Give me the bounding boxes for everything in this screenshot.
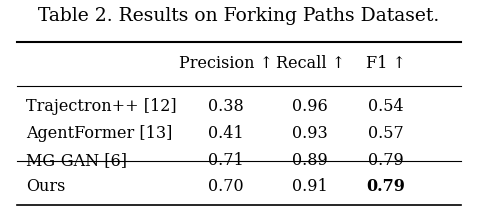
Text: 0.71: 0.71: [208, 152, 244, 169]
Text: F1 ↑: F1 ↑: [366, 55, 406, 72]
Text: 0.93: 0.93: [292, 125, 328, 142]
Text: 0.89: 0.89: [292, 152, 328, 169]
Text: Trajectron++ [12]: Trajectron++ [12]: [26, 98, 176, 115]
Text: Table 2. Results on Forking Paths Dataset.: Table 2. Results on Forking Paths Datase…: [38, 7, 440, 26]
Text: 0.79: 0.79: [368, 152, 403, 169]
Text: 0.96: 0.96: [292, 98, 328, 115]
Text: Precision ↑: Precision ↑: [179, 55, 272, 72]
Text: MG-GAN [6]: MG-GAN [6]: [26, 152, 127, 169]
Text: 0.70: 0.70: [208, 178, 243, 195]
Text: Recall ↑: Recall ↑: [275, 55, 345, 72]
Text: 0.79: 0.79: [366, 178, 405, 195]
Text: 0.38: 0.38: [208, 98, 244, 115]
Text: 0.54: 0.54: [368, 98, 403, 115]
Text: 0.41: 0.41: [208, 125, 243, 142]
Text: 0.57: 0.57: [368, 125, 403, 142]
Text: AgentFormer [13]: AgentFormer [13]: [26, 125, 172, 142]
Text: Ours: Ours: [26, 178, 65, 195]
Text: 0.91: 0.91: [292, 178, 328, 195]
